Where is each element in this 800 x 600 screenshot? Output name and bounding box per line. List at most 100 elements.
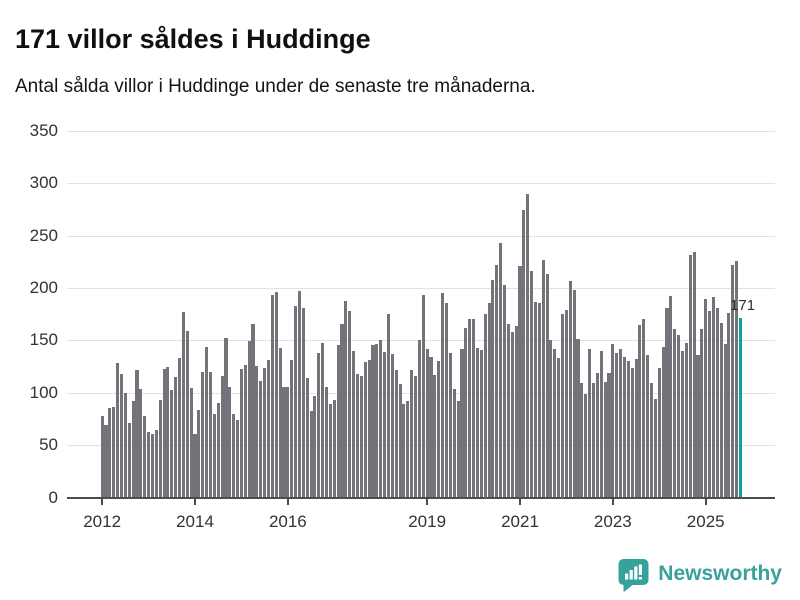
x-axis-label-2021: 2021 <box>501 511 539 531</box>
bar-2021-06 <box>537 302 541 498</box>
bar-2016-05 <box>301 307 305 498</box>
bar-2023-01 <box>611 343 615 498</box>
bar-2021-07 <box>541 259 545 498</box>
bar-2022-09 <box>595 372 599 498</box>
bar-2023-08 <box>638 324 642 498</box>
bar-2023-10 <box>646 355 650 498</box>
bar-2025-08 <box>731 265 735 498</box>
bar-2023-02 <box>615 352 619 498</box>
gridline-250 <box>67 235 775 237</box>
bar-2023-05 <box>626 361 630 498</box>
y-axis-label-300: 300 <box>29 173 58 193</box>
bar-2020-09 <box>502 284 507 498</box>
y-axis-label-200: 200 <box>29 278 58 298</box>
bar-2014-10 <box>228 386 232 498</box>
x-axis-label-2014: 2014 <box>176 511 214 531</box>
bar-2012-09 <box>131 401 135 498</box>
bar-2020-08 <box>499 243 503 498</box>
bar-2019-10 <box>460 348 464 498</box>
gridline-50 <box>67 445 775 447</box>
y-axis-label-350: 350 <box>29 121 58 140</box>
x-axis-tick-2016 <box>286 498 289 505</box>
bar-2022-03 <box>572 290 576 498</box>
bar-2024-01 <box>657 367 661 498</box>
bar-2022-02 <box>568 280 572 498</box>
bar-2021-11 <box>557 358 561 498</box>
bar-2023-11 <box>649 383 654 498</box>
bar-2014-07 <box>216 403 220 498</box>
bar-2024-05 <box>673 328 677 498</box>
x-axis-tick-2014 <box>194 498 196 505</box>
bar-2019-08 <box>452 388 456 498</box>
bar-2019-05 <box>441 293 445 498</box>
bar-2014-05 <box>208 371 213 498</box>
bar-2012-04 <box>112 407 116 498</box>
bar-2015-06 <box>259 381 263 498</box>
bar-2015-05 <box>255 365 259 498</box>
bar-2023-09 <box>642 319 646 498</box>
bar-2024-06 <box>677 335 681 498</box>
y-axis-label-150: 150 <box>29 330 58 350</box>
bar-2025-06 <box>723 343 727 498</box>
x-axis-line <box>67 496 775 499</box>
bar-2013-10 <box>181 312 185 498</box>
bar-2013-02 <box>150 433 154 498</box>
brand-wordmark: Newsworthy <box>658 562 782 585</box>
bar-2016-01 <box>286 386 290 498</box>
x-axis-tick-2025 <box>704 498 707 505</box>
gridline-300 <box>67 183 775 185</box>
bar-2019-03 <box>433 374 437 498</box>
bar-2012-05 <box>116 363 120 498</box>
bar-2014-02 <box>197 409 201 498</box>
bar-2013-09 <box>177 358 182 498</box>
x-axis-tick-2012 <box>101 498 104 505</box>
brand-footer[interactable]: Newsworthy <box>618 556 782 592</box>
bar-2024-12 <box>700 328 704 498</box>
bar-2023-12 <box>653 399 657 498</box>
bar-2024-08 <box>684 342 688 498</box>
bar-2014-01 <box>193 433 197 498</box>
bar-2021-04 <box>530 271 534 498</box>
bar-2017-12 <box>375 343 379 498</box>
bar-2013-07 <box>170 389 174 498</box>
bar-2014-04 <box>205 346 209 498</box>
bar-2021-01 <box>518 266 522 498</box>
bar-2022-01 <box>564 310 568 498</box>
bar-2018-02 <box>383 351 387 498</box>
bar-2018-03 <box>386 314 390 498</box>
x-axis-tick-2021 <box>519 498 521 505</box>
bar-2021-05 <box>533 301 538 498</box>
bar-2016-09 <box>317 352 321 498</box>
bar-2019-09 <box>456 401 460 498</box>
bar-2018-09 <box>410 369 414 498</box>
bar-2016-03 <box>294 305 298 498</box>
y-axis-label-100: 100 <box>29 382 58 402</box>
gridline-200 <box>67 288 775 290</box>
x-axis-label-2025: 2025 <box>686 511 725 531</box>
bar-2014-12 <box>236 420 240 498</box>
bar-2016-06 <box>305 378 309 498</box>
bar-2019-02 <box>429 357 433 498</box>
gridline-150 <box>67 340 775 342</box>
bar-2015-12 <box>282 386 286 498</box>
bar-2013-11 <box>185 331 189 498</box>
bar-2019-07 <box>448 352 452 498</box>
bar-2021-09 <box>549 340 553 498</box>
bar-2013-01 <box>147 431 151 498</box>
bar-2019-06 <box>444 302 449 498</box>
bar-2013-06 <box>166 366 170 498</box>
bar-2014-11 <box>232 413 236 498</box>
bar-2015-03 <box>247 341 251 498</box>
bar-2021-08 <box>545 274 549 498</box>
bar-2017-03 <box>340 323 344 498</box>
bar-2024-11 <box>696 355 700 498</box>
latest-value-label: 171 <box>730 297 756 315</box>
bar-2018-11 <box>417 340 421 498</box>
bar-2012-07 <box>123 392 127 498</box>
bar-2016-07 <box>309 410 313 498</box>
highlight-bar-2025-10 <box>738 318 743 498</box>
bar-2017-08 <box>359 376 363 498</box>
bar-2023-04 <box>622 357 626 498</box>
bar-2014-08 <box>220 376 224 498</box>
bar-2025-01 <box>704 298 708 498</box>
